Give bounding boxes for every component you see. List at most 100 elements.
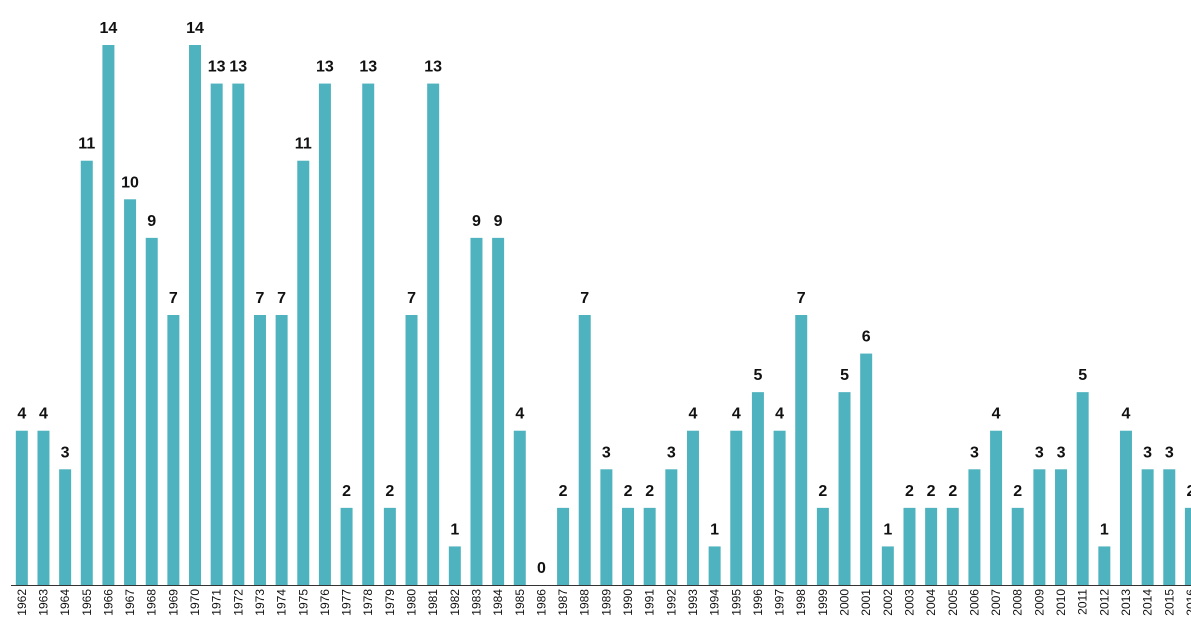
bar-1979	[383, 507, 396, 585]
bar-2008	[1011, 507, 1024, 585]
x-tick-label-2010: 2010	[1054, 589, 1068, 616]
value-label-2001: 6	[862, 329, 871, 346]
value-label-1966: 14	[100, 20, 118, 37]
value-label-1975: 11	[295, 136, 312, 153]
value-label-1991: 2	[645, 483, 654, 500]
bar-2014	[1141, 469, 1154, 585]
bar-1981	[427, 83, 440, 585]
x-tick-label-2016: 2016	[1184, 589, 1191, 616]
value-label-1963: 4	[39, 406, 48, 423]
bar-1990	[622, 507, 635, 585]
bar-1995	[730, 430, 743, 585]
x-tick-label-1988: 1988	[578, 589, 592, 616]
x-tick-label-1993: 1993	[686, 589, 700, 616]
value-label-1980: 7	[407, 290, 416, 307]
value-label-1986: 0	[537, 560, 546, 577]
x-tick-label-2000: 2000	[838, 589, 852, 616]
bar-1991	[643, 507, 656, 585]
bar-1975	[297, 160, 310, 585]
value-label-1968: 9	[147, 213, 156, 230]
bar-1992	[665, 469, 678, 585]
bar-1985	[513, 430, 526, 585]
value-label-2009: 3	[1035, 444, 1044, 461]
value-label-1984: 9	[494, 213, 503, 230]
x-tick-label-1998: 1998	[794, 589, 808, 616]
x-tick-label-1965: 1965	[80, 589, 94, 616]
value-label-1990: 2	[624, 483, 633, 500]
bar-2011	[1076, 392, 1089, 585]
value-label-1997: 4	[775, 406, 784, 423]
bar-1968	[145, 237, 158, 586]
value-label-1972: 13	[229, 59, 247, 76]
bar-1973	[253, 315, 266, 585]
x-tick-label-1978: 1978	[361, 589, 375, 616]
bar-1993	[686, 430, 699, 585]
value-label-2004: 2	[927, 483, 936, 500]
x-tick-label-1999: 1999	[816, 589, 830, 616]
value-label-1977: 2	[342, 483, 351, 500]
bar-1998	[795, 315, 808, 585]
bar-1970	[189, 45, 202, 585]
x-tick-label-2008: 2008	[1011, 589, 1025, 616]
x-tick-label-2009: 2009	[1032, 589, 1046, 616]
bar-1969	[167, 315, 180, 585]
x-tick-label-2014: 2014	[1141, 589, 1155, 616]
x-tick-label-2002: 2002	[881, 589, 895, 616]
bar-1963	[37, 430, 50, 585]
value-label-1996: 5	[753, 367, 762, 384]
bar-2003	[903, 507, 916, 585]
value-label-1979: 2	[385, 483, 394, 500]
x-tick-label-1969: 1969	[166, 589, 180, 616]
x-tick-label-2005: 2005	[946, 589, 960, 616]
bar-1972	[232, 83, 245, 585]
bar-1980	[405, 315, 418, 585]
x-tick-label-2012: 2012	[1097, 589, 1111, 616]
bar-1962	[15, 430, 28, 585]
bar-2007	[990, 430, 1003, 585]
value-label-1987: 2	[559, 483, 568, 500]
x-tick-labels-layer: 1962 1963 1964 1965 1966 1967 1968 1969 1970 1971…	[15, 589, 1191, 616]
bars-layer	[15, 45, 1191, 586]
bar-1988	[578, 315, 591, 585]
bar-2010	[1055, 469, 1068, 585]
bar-2000	[838, 392, 851, 585]
x-tick-label-1972: 1972	[231, 589, 245, 616]
x-tick-label-1989: 1989	[599, 589, 613, 616]
bar-1964	[59, 469, 72, 585]
x-tick-label-2007: 2007	[989, 589, 1003, 616]
value-label-1989: 3	[602, 444, 611, 461]
value-label-1974: 7	[277, 290, 286, 307]
x-tick-label-1962: 1962	[15, 589, 29, 616]
bar-2002	[881, 546, 894, 585]
x-tick-label-1995: 1995	[729, 589, 743, 616]
bar-2015	[1163, 469, 1176, 585]
x-tick-label-1976: 1976	[318, 589, 332, 616]
value-label-2010: 3	[1057, 444, 1066, 461]
x-tick-label-2011: 2011	[1076, 589, 1090, 615]
value-label-2015: 3	[1165, 444, 1174, 461]
x-tick-label-1974: 1974	[275, 589, 289, 616]
x-tick-label-1964: 1964	[58, 589, 72, 616]
bar-2006	[968, 469, 981, 585]
value-label-1995: 4	[732, 406, 741, 423]
x-tick-label-1979: 1979	[383, 589, 397, 616]
value-label-1994: 1	[710, 521, 719, 538]
x-tick-label-1970: 1970	[188, 589, 202, 616]
bar-1987	[557, 507, 570, 585]
x-tick-label-1992: 1992	[664, 589, 678, 616]
value-label-1969: 7	[169, 290, 178, 307]
x-tick-label-1981: 1981	[426, 589, 440, 616]
value-label-1973: 7	[256, 290, 265, 307]
value-label-1993: 4	[689, 406, 698, 423]
value-label-1982: 1	[450, 521, 459, 538]
value-label-1988: 7	[580, 290, 589, 307]
value-label-1992: 3	[667, 444, 676, 461]
value-label-1999: 2	[818, 483, 827, 500]
value-label-1985: 4	[515, 406, 524, 423]
value-label-2006: 3	[970, 444, 979, 461]
bar-1967	[124, 199, 137, 586]
value-label-1978: 13	[359, 59, 377, 76]
value-label-2013: 4	[1122, 406, 1131, 423]
